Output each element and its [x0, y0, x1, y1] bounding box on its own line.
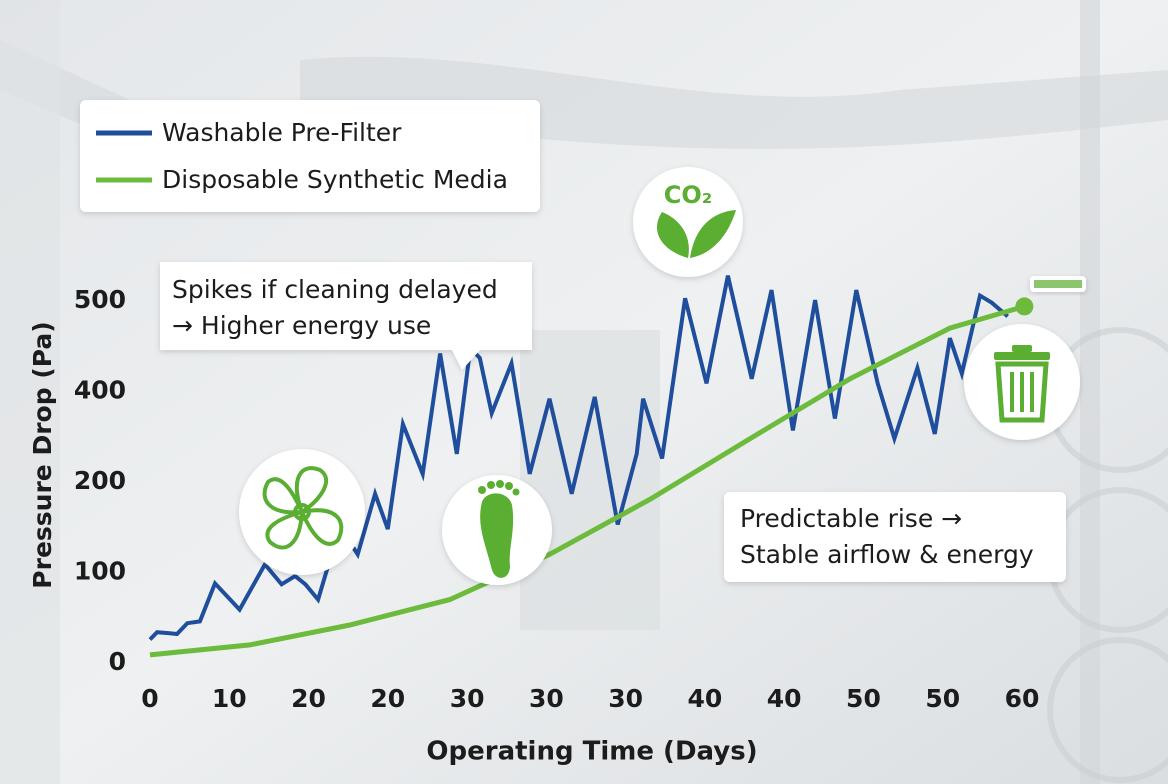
- x-tick-label: 30: [529, 684, 564, 713]
- callout-box: [160, 262, 532, 370]
- legend-label: Washable Pre-Filter: [162, 118, 402, 147]
- plot-area: 0 100 200 400 500 0 10 20 20 30 30 30 40 40 50 50 60: [74, 275, 1040, 713]
- y-tick-label: 400: [74, 376, 126, 405]
- x-tick-label: 30: [608, 684, 643, 713]
- x-tick-label: 10: [212, 684, 247, 713]
- footprint-icon: [442, 475, 552, 585]
- icon-label: CO₂: [664, 181, 713, 209]
- annotation: Predictable rise → Stable airflow & ener…: [724, 492, 1066, 582]
- annotation-text: Predictable rise →: [740, 504, 962, 533]
- brush-icon: [1030, 276, 1086, 292]
- y-tick-label: 0: [109, 647, 126, 676]
- callout-box: [724, 492, 1066, 582]
- x-tick-label: 20: [370, 684, 405, 713]
- x-axis-label: Operating Time (Days): [426, 737, 757, 767]
- x-tick-label: 0: [141, 684, 158, 713]
- legend-label: Disposable Synthetic Media: [162, 165, 508, 194]
- bin-icon: [964, 324, 1080, 440]
- x-tick-label: 60: [1005, 684, 1040, 713]
- fan-icon: [239, 449, 365, 575]
- y-tick-label: 100: [74, 557, 126, 586]
- y-axis-label: Pressure Drop (Pa): [28, 321, 57, 588]
- x-tick-label: 40: [767, 684, 802, 713]
- x-tick-label: 20: [291, 684, 326, 713]
- x-tick-label: 40: [688, 684, 723, 713]
- y-tick-label: 500: [74, 285, 126, 314]
- legend: Washable Pre-Filter Disposable Synthetic…: [80, 100, 540, 212]
- annotation-text: Stable airflow & energy: [740, 540, 1034, 569]
- series-line: [149, 303, 1026, 658]
- y-tick-label: 200: [74, 466, 126, 495]
- annotation-text: Spikes if cleaning delayed: [172, 275, 498, 304]
- x-tick-label: 50: [925, 684, 960, 713]
- x-tick-label: 30: [450, 684, 485, 713]
- annotation-text: → Higher energy use: [172, 311, 431, 340]
- annotation: Spikes if cleaning delayed → Higher ener…: [160, 262, 532, 370]
- end-marker: [1015, 297, 1034, 316]
- legend-box: [80, 100, 540, 212]
- x-tick-label: 50: [846, 684, 881, 713]
- co2-icon: CO₂: [633, 167, 743, 277]
- series-line: [148, 275, 1010, 641]
